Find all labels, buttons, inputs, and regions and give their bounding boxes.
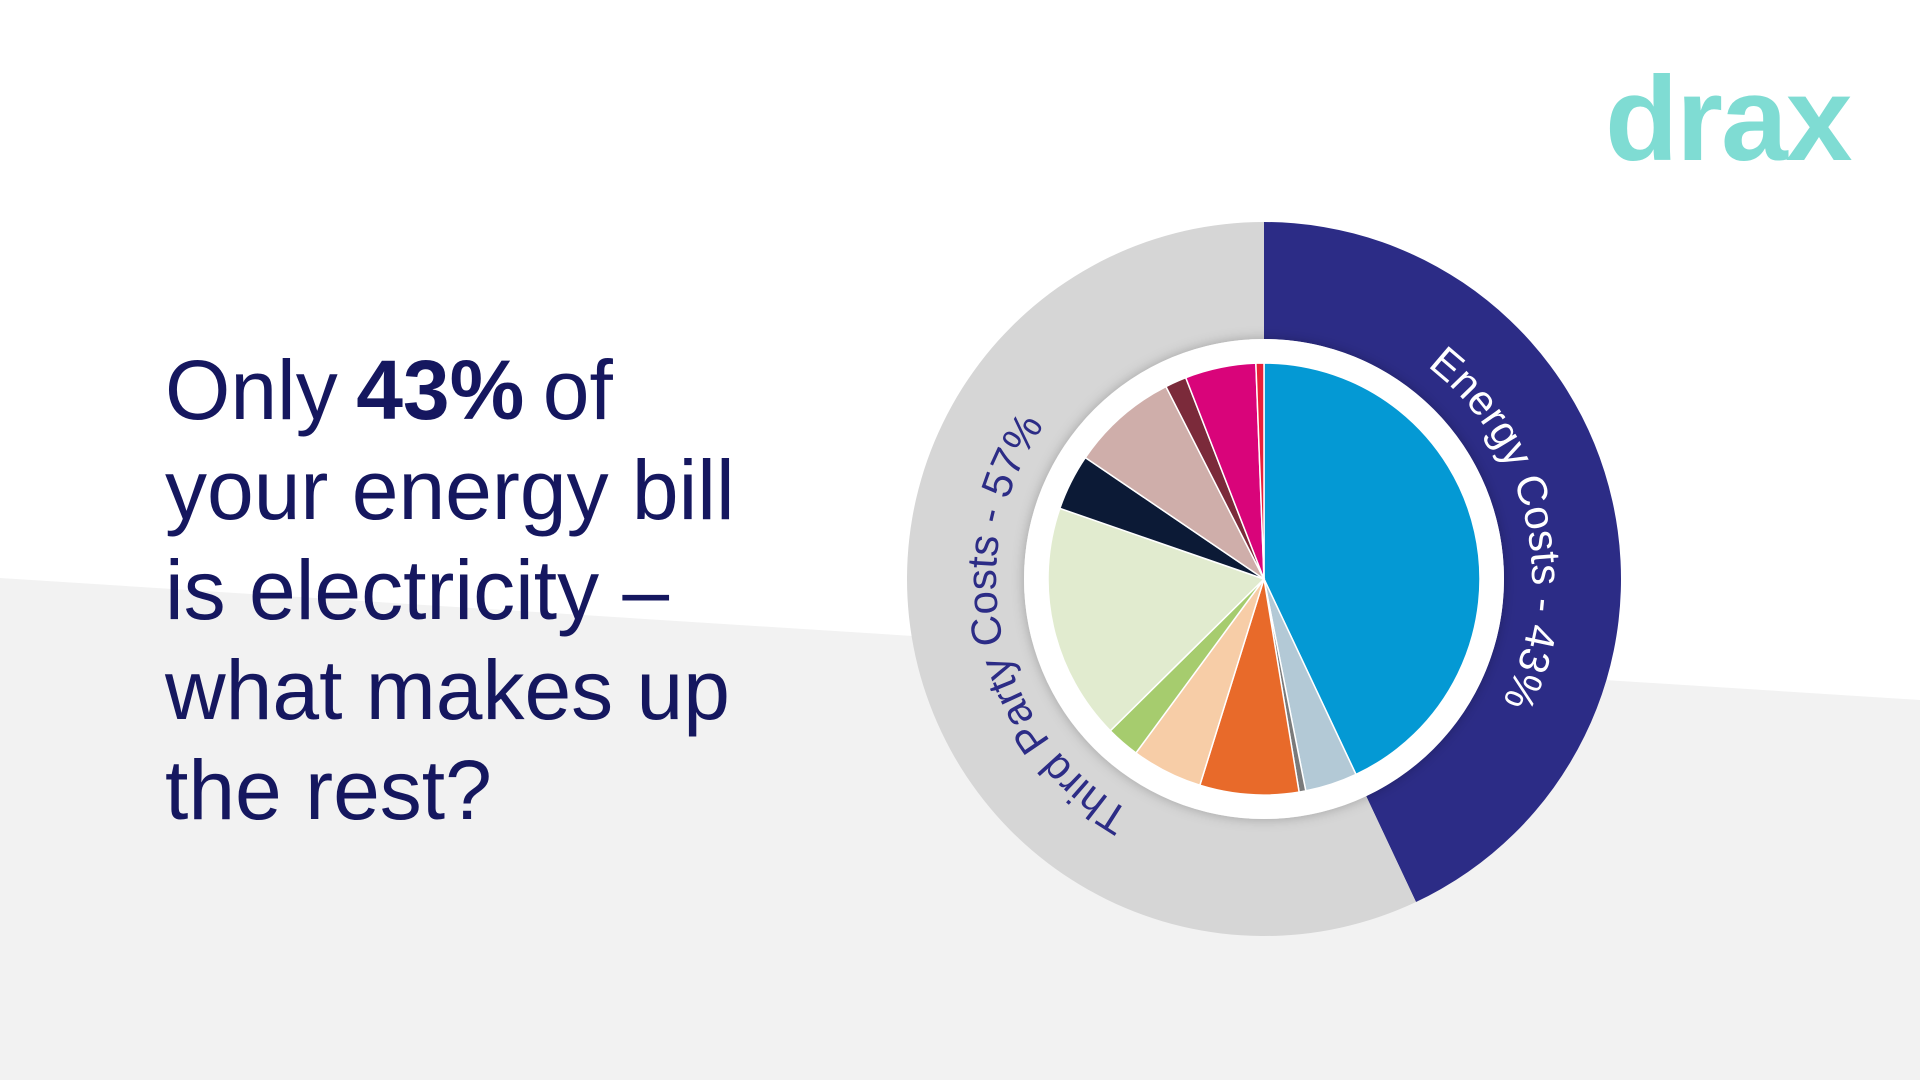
- headline: Only 43% of your energy bill is electricit…: [165, 340, 735, 840]
- headline-line: Only 43% of: [165, 340, 735, 440]
- pie-slice: [1198, 578, 1300, 796]
- pie-slice: [1255, 362, 1265, 580]
- headline-text: of: [542, 343, 613, 437]
- outer-segment: [907, 222, 1417, 936]
- donut: Energy Costs - 43%Third Party Costs - 57…: [907, 222, 1621, 936]
- headline-text: Only: [165, 343, 338, 437]
- headline-line: your energy bill: [165, 443, 735, 537]
- headline-line: is electricity –: [165, 543, 670, 637]
- logo: drax: [1605, 52, 1852, 186]
- pie-slice: [1047, 507, 1266, 732]
- pie-slice: [1263, 362, 1481, 776]
- headline-line: the rest?: [165, 743, 492, 837]
- pie-slice: [1084, 385, 1265, 580]
- headline-emphasis: 43%: [356, 343, 525, 437]
- outer-segment: [1264, 222, 1621, 903]
- headline-line: what makes up: [165, 643, 730, 737]
